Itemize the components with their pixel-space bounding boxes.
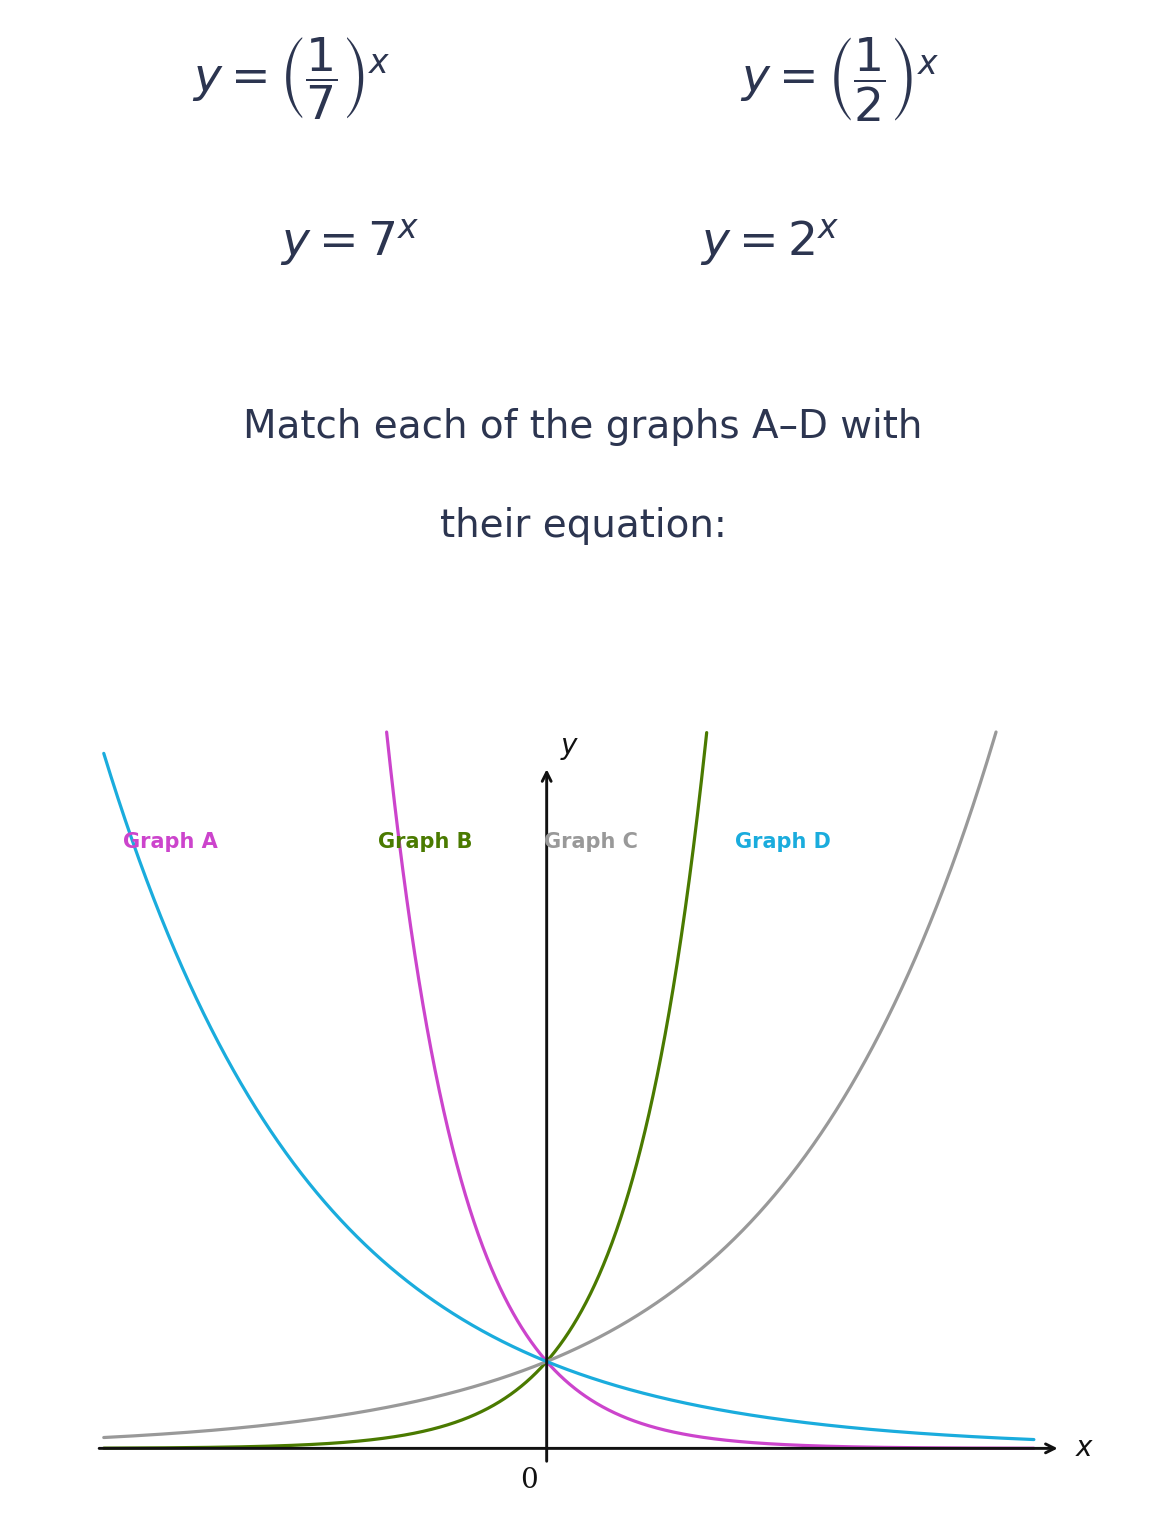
Text: Graph A: Graph A (122, 832, 218, 853)
Text: Graph B: Graph B (378, 832, 473, 853)
Text: $y = 2^{x}$: $y = 2^{x}$ (700, 217, 840, 269)
Text: $x$: $x$ (1075, 1434, 1095, 1462)
Text: Graph C: Graph C (545, 832, 638, 853)
Text: $y = \left(\dfrac{1}{2}\right)^{x}$: $y = \left(\dfrac{1}{2}\right)^{x}$ (740, 35, 939, 122)
Text: $y$: $y$ (560, 735, 580, 761)
Text: $y = \left(\dfrac{1}{7}\right)^{x}$: $y = \left(\dfrac{1}{7}\right)^{x}$ (192, 35, 391, 122)
Text: Match each of the graphs A–D with: Match each of the graphs A–D with (244, 408, 922, 446)
Text: Graph D: Graph D (735, 832, 831, 853)
Text: their equation:: their equation: (440, 508, 726, 544)
Text: 0: 0 (520, 1468, 538, 1494)
Text: $y = 7^{x}$: $y = 7^{x}$ (280, 217, 420, 269)
